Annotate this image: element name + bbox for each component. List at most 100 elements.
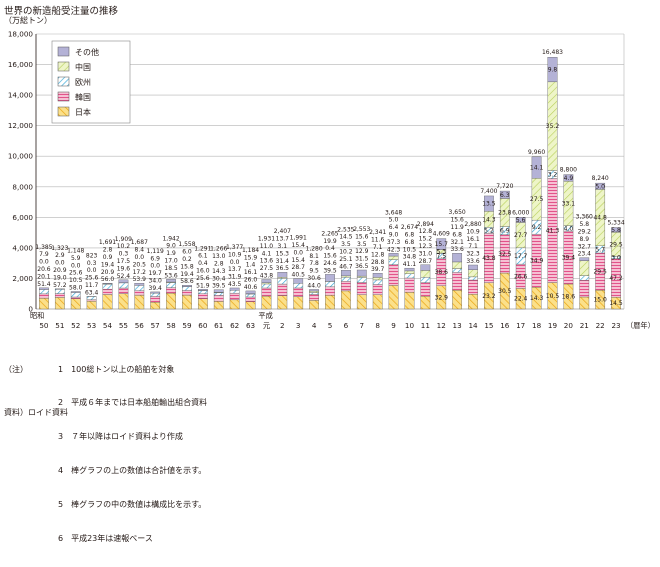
segment-label: 17.0 [164, 258, 178, 265]
segment-label: 41.1 [403, 261, 417, 268]
total-label: 2,341 [369, 229, 386, 236]
bar-segment [405, 292, 414, 309]
segment-label: 5.8 [611, 227, 621, 234]
segment-label: 19.4 [180, 271, 194, 278]
bar-segment [166, 283, 175, 288]
segment-label: 20.5 [133, 261, 147, 268]
segment-label: 9.0 [166, 243, 176, 250]
total-label: 9,960 [528, 149, 545, 156]
x-tick-label: 15 [484, 321, 493, 330]
segment-label: 8.1 [309, 253, 319, 260]
total-label: 1,184 [242, 247, 259, 254]
segment-label: 14.3 [212, 268, 226, 275]
segment-label: 34.8 [403, 254, 417, 261]
bar-segment [421, 277, 430, 282]
bar-segment [166, 279, 175, 282]
segment-label: 26.6 [514, 273, 528, 280]
segment-label: 4.0 [564, 225, 574, 232]
bar-segment [230, 288, 239, 290]
bar-segment [309, 294, 318, 300]
era-label-heisei: 平成 [258, 311, 272, 320]
bar-segment [421, 270, 430, 277]
segment-label: 58.0 [69, 284, 83, 291]
segment-label: 0.4 [198, 260, 208, 267]
y-tick-label: 4,000 [12, 243, 33, 252]
segment-label: 29.2 [578, 228, 592, 235]
segment-label: 12.3 [419, 243, 433, 250]
segment-label: 44.0 [307, 282, 321, 289]
bar-segment [357, 270, 366, 276]
bar-segment [119, 280, 128, 283]
bar-segment [103, 284, 112, 289]
total-label: 8,800 [560, 167, 577, 174]
segment-label: 19.9 [323, 238, 337, 245]
segment-label: 14.3 [530, 295, 544, 302]
segment-label: 10.2 [117, 243, 131, 250]
segment-label: 11.0 [260, 243, 274, 250]
bar-segment [373, 285, 382, 295]
segment-label: 5.8 [579, 221, 589, 228]
legend-swatch [58, 92, 69, 101]
bar-segment [580, 258, 589, 261]
segment-label: 15.4 [292, 257, 306, 264]
legend-label: 韓国 [75, 92, 91, 102]
segment-label: 63.4 [85, 289, 99, 296]
total-label: 4,609 [433, 231, 450, 238]
segment-label: 20.9 [53, 267, 67, 274]
source: 資料）ロイド資料 [4, 407, 68, 418]
segment-label: 6.8 [452, 231, 462, 238]
bar-segment [309, 291, 318, 293]
bar-segment [294, 297, 303, 309]
segment-label: 43.8 [260, 272, 274, 279]
bar-segment [150, 293, 159, 296]
x-tick-label: 10 [405, 321, 415, 330]
bar-segment [182, 295, 191, 309]
segment-label: 19.0 [53, 274, 67, 281]
bar-segment [452, 253, 461, 262]
segment-label: 36.5 [276, 265, 290, 272]
note-1: 1 100総トン以上の船舶を対象 [58, 364, 174, 375]
bar-segment [135, 291, 144, 295]
total-label: 1,291 [194, 245, 211, 252]
total-label: 2,894 [417, 221, 434, 228]
total-label: 7,720 [496, 183, 513, 190]
bar-segment [341, 277, 350, 281]
bar-segment [294, 279, 303, 284]
segment-label: 31.5 [355, 256, 369, 263]
segment-label: 40.5 [292, 272, 306, 279]
legend-swatch [58, 77, 69, 86]
bar-segment [580, 280, 589, 297]
bar-segment [214, 301, 223, 309]
x-tick-label: 7 [359, 321, 364, 330]
x-tick-label: 14 [468, 321, 478, 330]
total-label: 2,880 [464, 221, 481, 228]
bar-segment [119, 283, 128, 288]
segment-label: 0.0 [71, 262, 81, 269]
segment-label: 4.1 [262, 250, 272, 257]
bar-segment [468, 270, 477, 277]
segment-label: 53.9 [133, 276, 147, 283]
bar-segment [294, 288, 303, 297]
segment-label: 10.5 [403, 246, 417, 253]
segment-label: 32.5 [498, 251, 512, 258]
segment-label: 23.4 [578, 251, 592, 258]
total-label: 1,119 [147, 248, 164, 255]
segment-label: 15.4 [292, 242, 306, 249]
note-label: （注） [4, 364, 58, 375]
y-tick-label: 18,000 [8, 30, 34, 39]
bar-segment [421, 265, 430, 271]
y-tick-label: 8,000 [12, 182, 33, 191]
segment-label: 39.4 [562, 255, 576, 262]
segment-label: 14.3 [482, 216, 496, 223]
segment-label: 31.9 [228, 274, 242, 281]
bar-segment [278, 272, 287, 277]
bar-segment [262, 279, 271, 282]
segment-label: 2.8 [103, 247, 113, 254]
bar-segment [55, 289, 64, 293]
segment-label: 2.8 [214, 260, 224, 267]
segment-label: 35.2 [546, 123, 560, 130]
segment-label: 5.0 [595, 183, 605, 190]
total-label: 8,240 [592, 175, 609, 182]
segment-label: 15.3 [276, 250, 290, 257]
segment-label: 15.6 [355, 233, 369, 240]
